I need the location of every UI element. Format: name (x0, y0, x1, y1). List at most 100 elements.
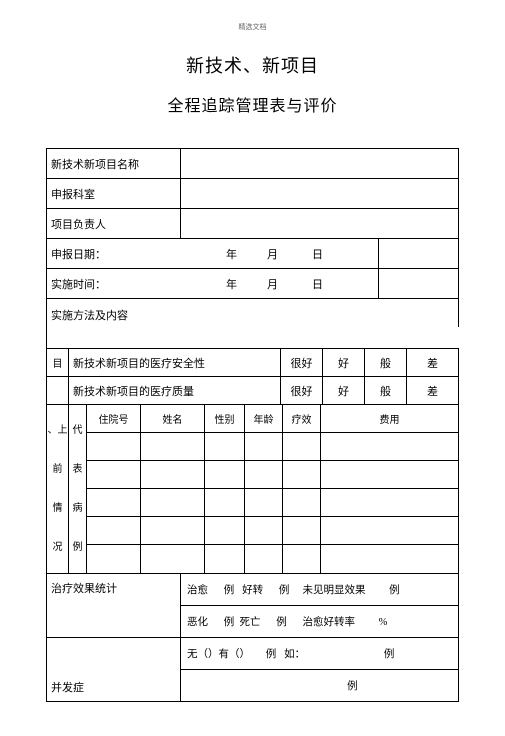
row-department: 申报科室 (47, 179, 459, 209)
row-method: 实施方法及内容 (47, 299, 459, 349)
unit-month-2: 月 (267, 276, 278, 292)
case-cell (205, 461, 245, 488)
case-cell (283, 517, 321, 544)
case-cell (205, 517, 245, 544)
label-owner: 项目负责人 (47, 209, 181, 238)
label-impl-date: 实施时间： (51, 276, 106, 292)
page: 精选文档 新技术、新项目 全程追踪管理表与评价 新技术新项目名称 申报科室 项目… (0, 22, 505, 736)
safety-r1: 很好 (281, 349, 323, 376)
quality-r1: 很好 (281, 377, 323, 404)
case-cell (87, 545, 141, 573)
apply-date-line: 申报日期： 年 月 日 (47, 239, 379, 268)
safety-r2: 好 (323, 349, 365, 376)
stub-kuang: 况 (53, 537, 63, 559)
value-project-name (181, 149, 459, 178)
row-impl-date: 实施时间： 年 月 日 (47, 269, 459, 299)
row-apply-date: 申报日期： 年 月 日 (47, 239, 459, 269)
case-cell (283, 433, 321, 460)
head-eff: 疗效 (283, 405, 321, 432)
label-department: 申报科室 (47, 179, 181, 208)
unit-year: 年 (226, 246, 237, 262)
case-cell (245, 545, 283, 573)
label-stats: 治疗效果统计 (47, 574, 181, 638)
cases-grid: 住院号 姓名 性别 年龄 疗效 费用 (87, 405, 459, 573)
case-cell (87, 517, 141, 544)
complication-right: 无（）有（） 例 如： 例 例 (181, 638, 459, 702)
safety-r3: 般 (365, 349, 407, 376)
complication-line-1: 无（）有（） 例 如： 例 (181, 638, 458, 670)
head-sex: 性别 (205, 405, 245, 432)
comp-text-1: 无（）有（） 例 如： 例 (187, 646, 394, 661)
stats-right: 治愈 例 好转 例 未见明显效果 例 恶化 例 死亡 例 治愈好转率 % (181, 574, 459, 638)
row-project-name: 新技术新项目名称 (47, 149, 459, 179)
head-age: 年龄 (245, 405, 283, 432)
case-row-1 (87, 433, 459, 461)
value-department (181, 179, 459, 208)
case-cell (205, 489, 245, 516)
case-cell (87, 489, 141, 516)
case-cell (141, 489, 205, 516)
label-apply-date: 申报日期： (51, 246, 106, 262)
stub-biao: 表 (73, 456, 83, 484)
stub-li: 例 (73, 534, 83, 562)
cases-header-row: 住院号 姓名 性别 年龄 疗效 费用 (87, 405, 459, 433)
form-table: 新技术新项目名称 申报科室 项目负责人 申报日期： 年 月 日 (46, 148, 459, 702)
case-cell (321, 517, 459, 544)
row-quality: 新技术新项目的医疗质量 很好 好 般 差 (47, 377, 459, 405)
unit-day-2: 日 (312, 276, 323, 292)
comp-text-2: 例 (187, 678, 358, 693)
quality-r4: 差 (407, 377, 459, 404)
label-complication: 并发症 (47, 638, 181, 702)
stats-line-1: 治愈 例 好转 例 未见明显效果 例 (181, 574, 458, 606)
case-cell (141, 517, 205, 544)
case-cell (87, 433, 141, 460)
stats-line-2: 恶化 例 死亡 例 治愈好转率 % (181, 606, 458, 638)
title-line-2: 全程追踪管理表与评价 (0, 92, 505, 116)
impl-date-tail (379, 269, 459, 298)
label-safety: 新技术新项目的医疗安全性 (69, 349, 281, 376)
unit-day: 日 (312, 246, 323, 262)
case-row-2 (87, 461, 459, 489)
case-cell (283, 461, 321, 488)
stub-dai: 代 (73, 417, 83, 445)
case-cell (87, 461, 141, 488)
row-safety: 目 新技术新项目的医疗安全性 很好 好 般 差 (47, 349, 459, 377)
head-name: 姓名 (141, 405, 205, 432)
stats-block: 治疗效果统计 治愈 例 好转 例 未见明显效果 例 恶化 例 死亡 例 治愈好转… (47, 574, 459, 638)
case-cell (245, 461, 283, 488)
case-row-5 (87, 545, 459, 573)
head-id: 住院号 (87, 405, 141, 432)
cases-left-column-1: 、上 前 情 况 (47, 405, 69, 573)
unit-year-2: 年 (226, 276, 237, 292)
label-quality: 新技术新项目的医疗质量 (69, 377, 281, 404)
quality-r3: 般 (365, 377, 407, 404)
case-cell (245, 517, 283, 544)
case-cell (141, 545, 205, 573)
case-cell (245, 489, 283, 516)
stub-bing: 病 (73, 495, 83, 523)
case-cell (205, 545, 245, 573)
stub-qian: 前 (53, 459, 63, 481)
row-owner: 项目负责人 (47, 209, 459, 239)
case-row-3 (87, 489, 459, 517)
head-fee: 费用 (321, 405, 459, 432)
case-cell (205, 433, 245, 460)
case-cell (321, 433, 459, 460)
stub-blank (47, 377, 69, 404)
quality-r2: 好 (323, 377, 365, 404)
case-cell (321, 545, 459, 573)
case-cell (321, 489, 459, 516)
complication-block: 并发症 无（）有（） 例 如： 例 例 (47, 638, 459, 702)
label-method: 实施方法及内容 (47, 299, 459, 327)
cases-left-column-2: 代 表 病 例 (69, 405, 87, 573)
case-cell (283, 545, 321, 573)
label-project-name: 新技术新项目名称 (47, 149, 181, 178)
apply-date-tail (379, 239, 459, 268)
stub-dun: 、上 (48, 420, 68, 442)
stub-qing: 情 (53, 498, 63, 520)
value-owner (181, 209, 459, 238)
case-cell (141, 461, 205, 488)
stub-mu: 目 (47, 349, 69, 376)
stats-text-2: 恶化 例 死亡 例 治愈好转率 % (187, 614, 387, 629)
case-cell (283, 489, 321, 516)
